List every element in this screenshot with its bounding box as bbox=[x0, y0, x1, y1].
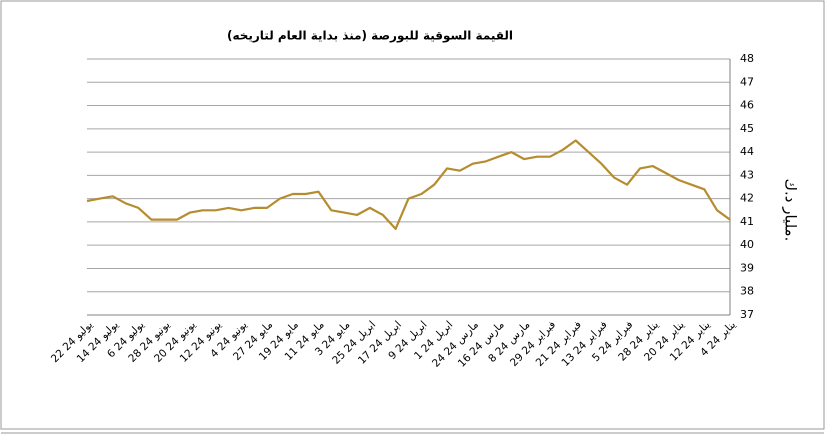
y-tick-label: 45 bbox=[740, 122, 754, 135]
y-tick-label: 46 bbox=[740, 99, 754, 112]
y-tick-label: 42 bbox=[740, 192, 754, 205]
data-line bbox=[86, 139, 731, 230]
y-tick-label: 43 bbox=[740, 168, 754, 181]
y-tick-label: 47 bbox=[740, 75, 754, 88]
y-tick-label: 39 bbox=[740, 261, 754, 274]
y-tick-label: 41 bbox=[740, 215, 754, 228]
y-tick-label: 40 bbox=[740, 238, 754, 251]
y-tick-label: 44 bbox=[740, 145, 754, 158]
y-axis-label: مليار د.ك. bbox=[782, 179, 800, 242]
y-tick-label: 48 bbox=[740, 52, 754, 65]
y-tick-label: 38 bbox=[740, 285, 754, 298]
chart-title: القيمة السوقية للبورصة (منذ بداية العام … bbox=[227, 29, 513, 44]
y-tick-label: 37 bbox=[740, 308, 754, 321]
